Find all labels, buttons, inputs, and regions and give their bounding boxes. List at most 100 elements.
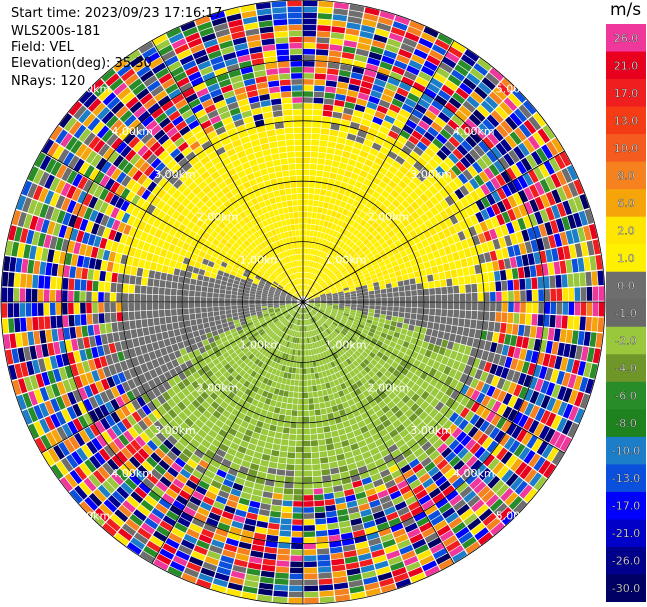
- radar-gate: [355, 380, 364, 388]
- radar-gate: [424, 110, 437, 121]
- radar-gate: [486, 385, 496, 397]
- radar-gate: [442, 485, 455, 497]
- radar-gate: [350, 337, 357, 344]
- radar-gate: [321, 317, 327, 322]
- radar-gate: [457, 362, 466, 373]
- radar-gate: [384, 114, 396, 125]
- radar-gate: [379, 468, 391, 478]
- radar-gate: [428, 185, 439, 196]
- radar-gate: [356, 310, 363, 315]
- radar-gate: [314, 500, 325, 507]
- radar-gate: [415, 277, 422, 284]
- radar-gate: [341, 317, 348, 322]
- radar-gate: [469, 477, 482, 490]
- radar-gate: [452, 131, 465, 144]
- radar-gate: [316, 384, 322, 391]
- radar-gate: [351, 302, 357, 305]
- radar-gate: [461, 451, 474, 464]
- radar-gate: [428, 367, 438, 377]
- radar-gate: [480, 383, 491, 395]
- radar-gate: [331, 405, 339, 413]
- radar-gate: [544, 428, 556, 443]
- radar-gate: [426, 82, 440, 94]
- radar-gate: [525, 278, 532, 290]
- radar-gate: [128, 293, 135, 302]
- radar-gate: [438, 558, 454, 570]
- radar-gate: [533, 166, 545, 181]
- radar-gate: [307, 293, 312, 298]
- radar-gate: [366, 531, 380, 541]
- radar-gate: [403, 279, 410, 286]
- radar-gate: [308, 298, 315, 301]
- radar-gate: [478, 467, 492, 481]
- radar-gate: [487, 132, 500, 146]
- radar-gate: [366, 355, 373, 362]
- radar-gate: [396, 258, 404, 265]
- radar-gate: [267, 528, 280, 536]
- radar-gate: [366, 462, 377, 471]
- radar-gate: [357, 92, 370, 101]
- radar-gate: [313, 488, 324, 495]
- radar-gate: [497, 259, 506, 270]
- radar-gate: [545, 340, 553, 354]
- radar-gate: [320, 273, 326, 279]
- radar-gate: [374, 137, 385, 146]
- radar-gate: [392, 419, 402, 429]
- radar-gate: [353, 428, 362, 437]
- radar-gate: [318, 257, 323, 264]
- radar-gate: [562, 387, 573, 403]
- radar-gate: [523, 417, 534, 431]
- radar-gate: [320, 306, 326, 310]
- radar-gate: [417, 295, 424, 302]
- radar-gate: [303, 362, 307, 368]
- radar-gate: [459, 185, 470, 197]
- radar-gate: [490, 521, 505, 536]
- radar-gate: [496, 447, 508, 461]
- radar-gate: [419, 223, 428, 233]
- radar-gate: [321, 299, 327, 301]
- radar-gate: [195, 313, 202, 319]
- radar-gate: [303, 79, 314, 85]
- radar-gate: [401, 209, 411, 218]
- radar-gate: [330, 243, 336, 250]
- radar-gate: [501, 247, 510, 259]
- radar-gate: [277, 548, 291, 555]
- radar-gate: [303, 42, 316, 49]
- radar-gate: [307, 313, 311, 319]
- radar-gate: [509, 233, 519, 245]
- radar-gate: [391, 160, 402, 170]
- radar-gate: [440, 394, 450, 405]
- radar-gate: [475, 211, 485, 223]
- radar-gate: [159, 280, 166, 288]
- radar-gate: [322, 475, 332, 482]
- radar-gate: [297, 350, 301, 356]
- radar-gate: [134, 311, 141, 320]
- radar-gate: [387, 230, 396, 238]
- radar-gate: [527, 337, 536, 350]
- radar-gate: [335, 384, 343, 392]
- radar-gate: [427, 466, 440, 477]
- radar-gate: [460, 156, 471, 169]
- radar-gate: [51, 328, 59, 342]
- radar-gate: [559, 151, 571, 167]
- radar-gate: [316, 43, 330, 50]
- radar-gate: [326, 184, 334, 192]
- radar-gate: [332, 204, 340, 212]
- radar-gate: [258, 588, 273, 596]
- radar-gate: [351, 244, 358, 251]
- radar-gate: [351, 66, 365, 75]
- radar-gate: [586, 302, 593, 316]
- radar-gate: [465, 438, 477, 451]
- radar-gate: [479, 221, 489, 232]
- radar-gate: [518, 400, 529, 414]
- radar-gate: [485, 72, 500, 86]
- radar-gate: [323, 165, 332, 172]
- radar-gate: [318, 396, 325, 403]
- radar-gate: [509, 335, 518, 347]
- radar-gate: [88, 335, 97, 348]
- radar-gate: [15, 257, 23, 273]
- radar-gate: [404, 140, 416, 151]
- radar-gate: [81, 268, 89, 280]
- radar-gate: [435, 475, 448, 487]
- radar-gate: [320, 325, 326, 331]
